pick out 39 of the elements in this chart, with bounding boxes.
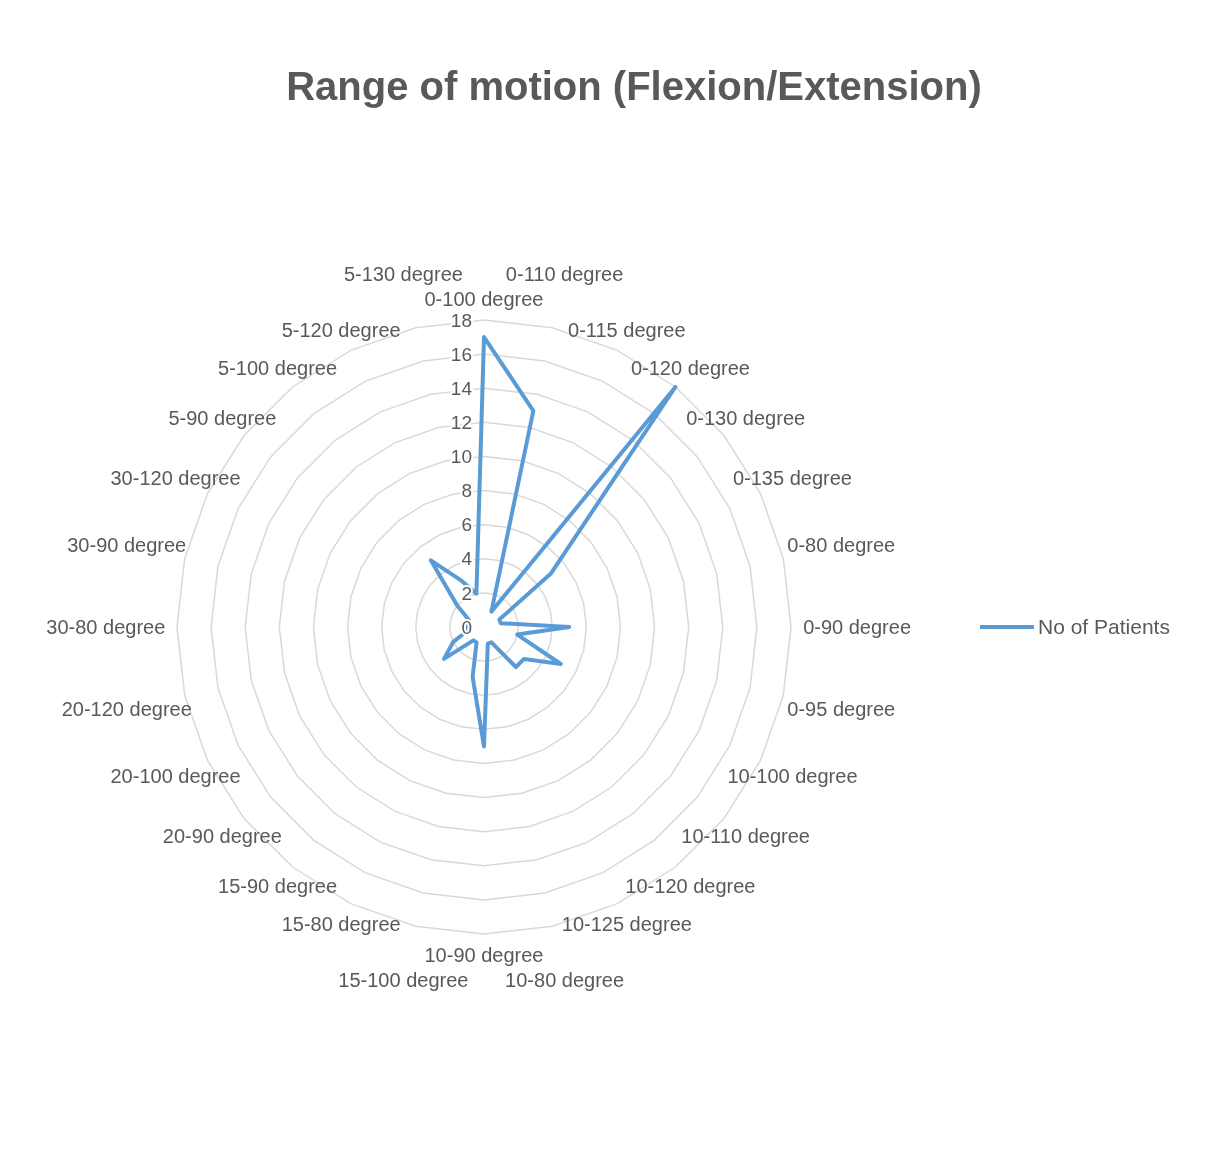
spoke-label: 10-120 degree xyxy=(625,874,756,897)
spoke-label: 0-80 degree xyxy=(787,534,896,557)
spoke-label: 10-100 degree xyxy=(727,764,858,787)
spoke-label: 30-80 degree xyxy=(46,616,166,638)
y-tick-label: 6 xyxy=(461,514,472,536)
spoke-label: 20-100 degree xyxy=(110,764,241,787)
spoke-label: 0-100 degree xyxy=(424,288,544,310)
spoke-label: 0-110 degree xyxy=(505,262,624,285)
spoke-label: 10-110 degree xyxy=(681,824,810,847)
spoke-label: 20-120 degree xyxy=(61,697,192,720)
y-tick-label: 8 xyxy=(461,480,472,502)
y-tick-label: 14 xyxy=(450,377,473,399)
spoke-label: 5-90 degree xyxy=(168,407,277,430)
spoke-label: 5-130 degree xyxy=(343,262,463,285)
y-tick-label: 16 xyxy=(450,343,472,365)
spoke-label: 20-90 degree xyxy=(162,824,282,847)
spoke-label: 0-130 degree xyxy=(686,407,806,430)
spoke-label: 10-80 degree xyxy=(505,969,625,992)
spoke-label: 0-135 degree xyxy=(732,467,852,490)
spoke-label: 0-95 degree xyxy=(787,697,896,720)
spoke-label: 15-90 degree xyxy=(218,874,338,897)
spoke-label: 15-100 degree xyxy=(338,969,469,992)
spoke-label: 0-115 degree xyxy=(568,319,686,342)
spoke-label: 30-90 degree xyxy=(67,534,187,557)
y-tick-label: 18 xyxy=(450,309,472,331)
y-tick-label: 12 xyxy=(450,411,472,433)
spoke-label: 15-80 degree xyxy=(281,912,401,935)
spoke-label: 10-125 degree xyxy=(561,912,692,935)
chart-title: Range of motion (Flexion/Extension) xyxy=(286,64,982,108)
spoke-label: 30-120 degree xyxy=(110,467,241,490)
spoke-label: 0-90 degree xyxy=(803,616,912,638)
y-tick-label: 4 xyxy=(461,548,473,570)
spoke-label: 10-90 degree xyxy=(424,944,544,966)
spoke-label: 5-120 degree xyxy=(281,319,401,342)
spoke-label: 5-100 degree xyxy=(218,357,338,380)
y-tick-label: 2 xyxy=(461,582,472,604)
spoke-label: 0-120 degree xyxy=(630,357,750,380)
y-tick-label: 10 xyxy=(450,446,472,468)
legend-label: No of Patients xyxy=(1038,615,1170,639)
